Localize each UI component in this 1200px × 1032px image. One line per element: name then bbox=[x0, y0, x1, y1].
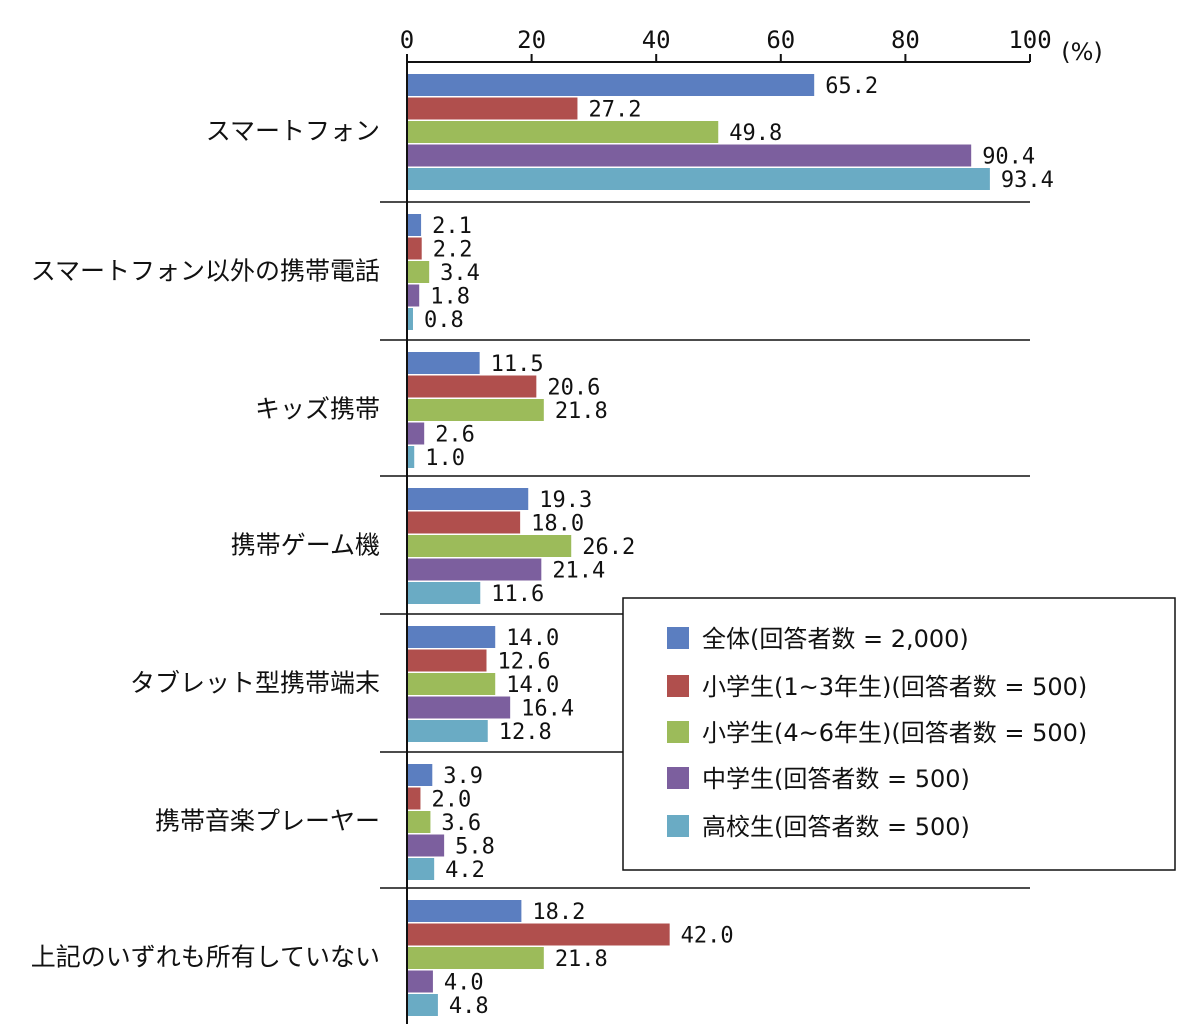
legend-swatch bbox=[667, 721, 689, 743]
bar bbox=[408, 308, 413, 330]
bar bbox=[408, 74, 815, 96]
data-label: 49.8 bbox=[729, 121, 782, 146]
data-label: 20.6 bbox=[547, 376, 600, 401]
bar bbox=[408, 811, 431, 833]
data-label: 5.8 bbox=[455, 835, 495, 860]
unit-label: (%) bbox=[1061, 38, 1103, 66]
bar bbox=[408, 261, 430, 283]
bar bbox=[408, 535, 572, 557]
data-label: 21.8 bbox=[555, 947, 608, 972]
data-label: 11.5 bbox=[491, 352, 544, 377]
legend-label: 中学生(回答者数 = 500) bbox=[702, 765, 970, 793]
data-label: 18.2 bbox=[532, 900, 585, 925]
data-label: 14.0 bbox=[506, 673, 559, 698]
category-label: 上記のいずれも所有していない bbox=[31, 943, 380, 972]
bar bbox=[408, 626, 496, 648]
data-label: 16.4 bbox=[521, 697, 574, 722]
bar bbox=[408, 168, 990, 190]
category-label: 携帯ゲーム機 bbox=[231, 531, 380, 560]
bar bbox=[408, 511, 521, 534]
data-label: 12.8 bbox=[499, 720, 552, 745]
x-tick-label: 100 bbox=[1008, 26, 1051, 54]
data-label: 2.0 bbox=[431, 788, 471, 813]
legend-label: 小学生(1~3年生)(回答者数 = 500) bbox=[702, 673, 1087, 701]
x-tick-label: 20 bbox=[517, 26, 546, 54]
category-label: 携帯音楽プレーヤー bbox=[155, 807, 380, 836]
data-label: 2.1 bbox=[432, 214, 472, 239]
bar bbox=[408, 214, 422, 236]
data-label: 65.2 bbox=[825, 74, 878, 99]
data-label: 1.0 bbox=[425, 446, 465, 471]
x-tick-label: 60 bbox=[766, 26, 795, 54]
bar bbox=[408, 764, 433, 786]
bar bbox=[408, 488, 529, 510]
bar bbox=[408, 558, 542, 581]
bar bbox=[408, 787, 421, 810]
data-label: 4.2 bbox=[445, 858, 485, 883]
data-label: 90.4 bbox=[982, 145, 1035, 170]
data-label: 3.6 bbox=[441, 811, 481, 836]
data-label: 3.9 bbox=[443, 764, 483, 789]
data-label: 21.8 bbox=[555, 399, 608, 424]
bar bbox=[408, 900, 522, 922]
data-label: 18.0 bbox=[531, 512, 584, 537]
x-tick-label: 40 bbox=[642, 26, 671, 54]
bar bbox=[408, 237, 422, 260]
legend-label: 高校生(回答者数 = 500) bbox=[702, 813, 970, 841]
bar bbox=[408, 284, 420, 307]
data-label: 2.6 bbox=[435, 423, 475, 448]
category-label: スマートフォン以外の携帯電話 bbox=[31, 257, 380, 286]
bar bbox=[408, 97, 578, 120]
bar bbox=[408, 582, 481, 604]
bar bbox=[408, 422, 425, 445]
bar bbox=[408, 858, 435, 880]
data-label: 3.4 bbox=[440, 261, 480, 286]
data-label: 1.8 bbox=[430, 285, 470, 310]
data-label: 12.6 bbox=[497, 650, 550, 675]
data-label: 26.2 bbox=[582, 535, 635, 560]
bar bbox=[408, 399, 544, 421]
data-label: 21.4 bbox=[552, 559, 605, 584]
data-label: 4.0 bbox=[444, 971, 484, 996]
bar bbox=[408, 696, 511, 719]
legend-swatch bbox=[667, 675, 689, 697]
data-label: 14.0 bbox=[506, 626, 559, 651]
x-tick-label: 0 bbox=[400, 26, 414, 54]
data-label: 0.8 bbox=[424, 308, 464, 333]
bar bbox=[408, 673, 496, 695]
bar bbox=[408, 649, 487, 672]
bar bbox=[408, 446, 415, 468]
data-label: 93.4 bbox=[1001, 168, 1054, 193]
legend-swatch bbox=[667, 627, 689, 649]
legend-swatch bbox=[667, 815, 689, 837]
data-label: 4.8 bbox=[449, 994, 489, 1019]
legend-label: 全体(回答者数 = 2,000) bbox=[702, 625, 969, 653]
bar bbox=[408, 947, 544, 969]
category-label: スマートフォン bbox=[206, 117, 380, 146]
bar bbox=[408, 923, 670, 946]
data-label: 27.2 bbox=[588, 98, 641, 123]
category-label: キッズ携帯 bbox=[255, 395, 380, 424]
data-label: 2.2 bbox=[433, 238, 473, 263]
bar bbox=[408, 834, 445, 857]
bar bbox=[408, 720, 488, 742]
data-label: 42.0 bbox=[681, 924, 734, 949]
legend-swatch bbox=[667, 767, 689, 789]
data-label: 11.6 bbox=[491, 582, 544, 607]
bar bbox=[408, 144, 972, 167]
data-label: 19.3 bbox=[539, 488, 592, 513]
legend-label: 小学生(4~6年生)(回答者数 = 500) bbox=[702, 719, 1087, 747]
bar bbox=[408, 970, 433, 993]
x-tick-label: 80 bbox=[891, 26, 920, 54]
bar bbox=[408, 121, 719, 143]
category-label: タブレット型携帯端末 bbox=[130, 669, 380, 698]
legend-box bbox=[622, 597, 1176, 871]
bar bbox=[408, 375, 537, 398]
bar bbox=[408, 994, 438, 1016]
bar bbox=[408, 352, 480, 374]
